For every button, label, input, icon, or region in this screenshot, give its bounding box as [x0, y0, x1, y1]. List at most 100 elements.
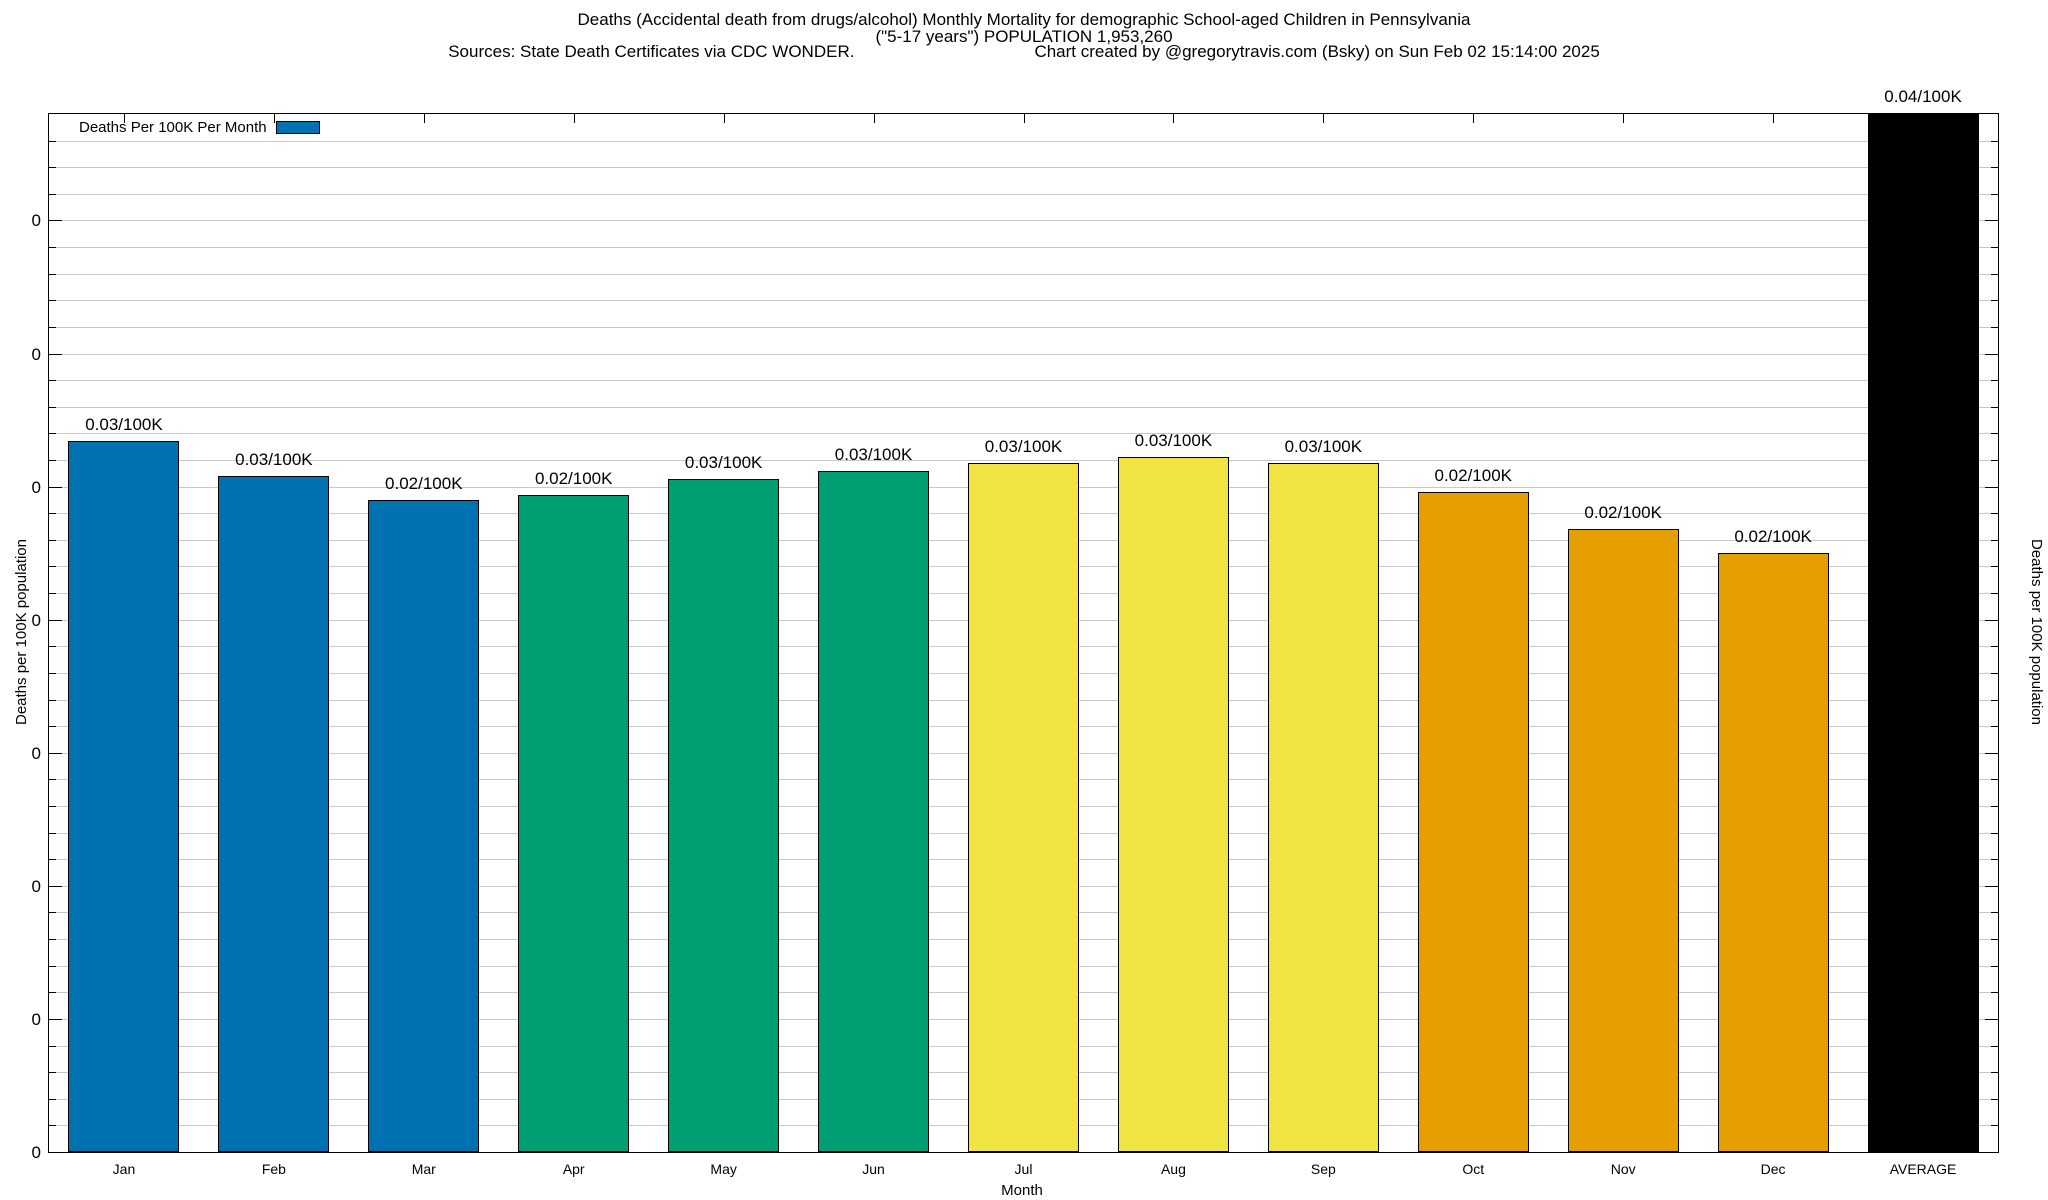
y-tick-label: 0 — [31, 344, 41, 364]
y-major-tick-left — [49, 220, 62, 222]
y-minor-tick-left — [49, 832, 56, 834]
y-tick-label: 0 — [31, 211, 41, 231]
bar-value-label: 0.03/100K — [1284, 436, 1363, 456]
y-gridline — [49, 433, 1998, 435]
x-tick-top — [723, 114, 725, 123]
y-minor-tick-right — [1991, 1125, 1998, 1127]
y-minor-tick-left — [49, 779, 56, 781]
bar-value-label: 0.03/100K — [1134, 431, 1213, 451]
y-minor-tick-left — [49, 513, 56, 515]
y-major-tick-left — [49, 1152, 62, 1153]
bar-sep — [1267, 462, 1379, 1152]
bar-apr — [518, 494, 630, 1152]
y-axis-label-left: Deaths per 100K population — [13, 539, 30, 725]
chart-title-line2: ("5-17 years") POPULATION 1,953,260 — [875, 27, 1173, 46]
bar-jun — [818, 470, 930, 1152]
bar-jan — [68, 441, 180, 1152]
y-minor-tick-right — [1991, 939, 1998, 941]
y-minor-tick-left — [49, 1125, 56, 1127]
bar-value-label: 0.04/100K — [1884, 87, 1962, 106]
y-major-tick-left — [49, 353, 62, 355]
credit-text: Chart created by @gregorytravis.com (Bsk… — [1034, 42, 1600, 61]
x-tick-top — [1173, 114, 1175, 123]
legend: Deaths Per 100K Per Month — [79, 119, 320, 136]
chart-subtitle-row: Sources: State Death Certificates via CD… — [0, 42, 2048, 62]
x-category-label: Jun — [862, 1161, 885, 1177]
y-minor-tick-left — [49, 406, 56, 408]
y-minor-tick-right — [1991, 726, 1998, 728]
x-tick-top — [1023, 114, 1025, 123]
x-category-label: Aug — [1160, 1161, 1186, 1177]
y-gridline — [49, 140, 1998, 142]
y-minor-tick-right — [1991, 912, 1998, 914]
bar-value-label: 0.02/100K — [1584, 503, 1662, 523]
y-minor-tick-left — [49, 380, 56, 382]
y-major-tick-right — [1985, 220, 1998, 222]
y-minor-tick-right — [1991, 1098, 1998, 1100]
y-gridline — [49, 460, 1998, 461]
y-minor-tick-right — [1991, 646, 1998, 648]
y-major-tick-right — [1985, 486, 1998, 488]
y-minor-tick-left — [49, 326, 56, 328]
x-category-label: Mar — [411, 1161, 436, 1177]
y-major-tick-right — [1985, 1152, 1998, 1153]
y-minor-tick-left — [49, 247, 56, 249]
y-minor-tick-right — [1991, 247, 1998, 249]
y-minor-tick-right — [1991, 672, 1998, 674]
y-minor-tick-left — [49, 939, 56, 941]
legend-label: Deaths Per 100K Per Month — [79, 119, 267, 136]
x-tick-top — [123, 114, 125, 123]
y-minor-tick-left — [49, 699, 56, 701]
y-minor-tick-right — [1991, 779, 1998, 781]
y-minor-tick-left — [49, 1072, 56, 1074]
y-minor-tick-right — [1991, 326, 1998, 328]
bar-value-label: 0.02/100K — [385, 473, 463, 493]
x-category-label: Jul — [1014, 1161, 1033, 1177]
y-tick-label: 0 — [31, 743, 41, 763]
x-tick-top — [573, 114, 575, 123]
x-tick-top — [423, 114, 425, 123]
y-major-tick-left — [49, 1018, 62, 1020]
bar-jul — [968, 462, 1079, 1152]
y-minor-tick-left — [49, 433, 56, 435]
y-minor-tick-right — [1991, 539, 1998, 541]
bar-value-label: 0.03/100K — [984, 436, 1063, 456]
y-major-tick-left — [49, 752, 62, 754]
y-tick-label: 0 — [31, 610, 41, 630]
y-minor-tick-right — [1991, 460, 1998, 461]
x-category-label: Sep — [1310, 1161, 1336, 1177]
y-gridline — [49, 273, 1998, 275]
bar-nov — [1567, 529, 1679, 1152]
y-minor-tick-left — [49, 672, 56, 674]
x-category-label: Feb — [261, 1161, 286, 1177]
y-minor-tick-right — [1991, 167, 1998, 169]
y-minor-tick-right — [1991, 140, 1998, 142]
x-category-label: Nov — [1610, 1161, 1636, 1177]
y-minor-tick-right — [1991, 193, 1998, 195]
bar-feb — [218, 475, 330, 1152]
y-gridline — [49, 380, 1998, 382]
x-category-label: AVERAGE — [1889, 1161, 1957, 1177]
y-minor-tick-right — [1991, 406, 1998, 408]
y-major-tick-left — [49, 885, 62, 887]
y-gridline — [49, 247, 1998, 249]
y-gridline — [49, 167, 1998, 169]
y-major-tick-right — [1985, 619, 1998, 621]
bar-aug — [1117, 457, 1229, 1152]
y-minor-tick-right — [1991, 699, 1998, 701]
bar-average — [1867, 114, 1979, 1152]
y-minor-tick-right — [1991, 1045, 1998, 1047]
y-minor-tick-right — [1991, 273, 1998, 275]
x-axis-label: Month — [1001, 1182, 1043, 1199]
legend-swatch — [275, 121, 320, 134]
y-minor-tick-right — [1991, 300, 1998, 302]
y-tick-label: 0 — [31, 1143, 41, 1162]
bar-value-label: 0.03/100K — [235, 449, 313, 469]
y-minor-tick-right — [1991, 433, 1998, 435]
x-category-label: Oct — [1462, 1161, 1485, 1177]
y-minor-tick-right — [1991, 593, 1998, 595]
y-tick-label: 0 — [31, 477, 41, 497]
bar-dec — [1717, 553, 1829, 1152]
y-minor-tick-right — [1991, 806, 1998, 807]
